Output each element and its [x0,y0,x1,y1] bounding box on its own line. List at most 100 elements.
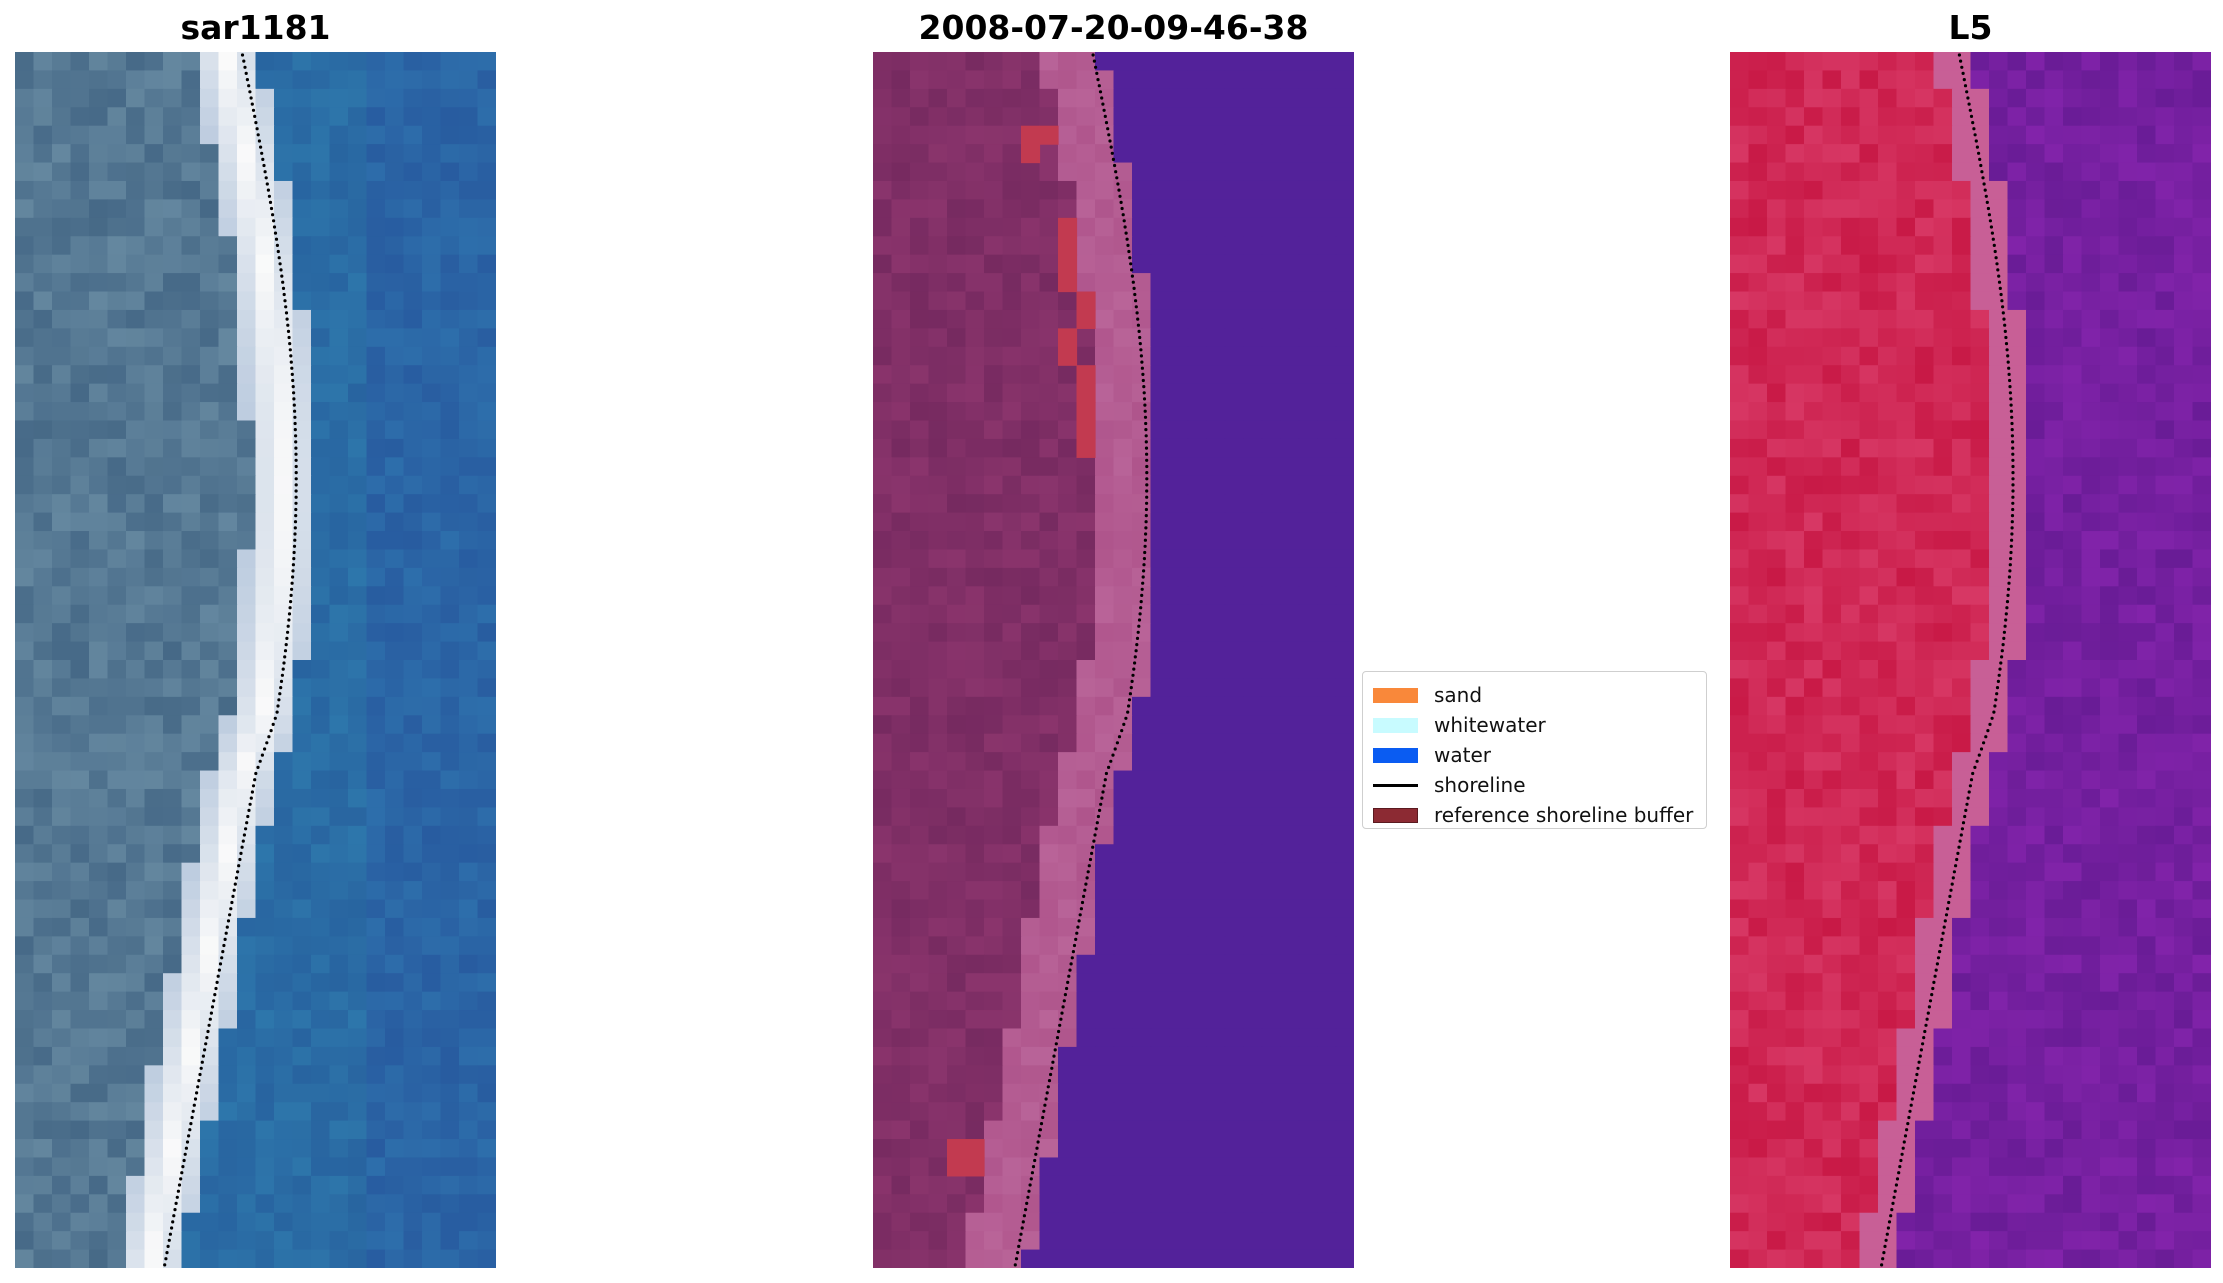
classification-pixel [1280,125,1300,145]
classification-pixel [873,125,893,145]
rgb-pixel [329,383,349,403]
classification-pixel [1021,696,1041,716]
classification-pixel [1039,512,1059,532]
index-pixel [1822,641,1842,661]
classification-pixel [1243,52,1263,72]
classification-pixel [873,475,893,495]
rgb-pixel [459,623,479,643]
index-pixel [1952,180,1972,200]
shoreline-point [1138,612,1142,616]
classification-pixel [891,604,911,624]
index-pixel [1822,457,1842,477]
rgb-pixel [255,752,275,772]
index-pixel [2063,623,2083,643]
classification-pixel [1224,696,1244,716]
classification-pixel [1113,1212,1133,1232]
index-pixel [1748,604,1768,624]
classification-pixel [1261,844,1281,864]
index-pixel [2081,549,2101,569]
classification-pixel [1261,1065,1281,1085]
shoreline-point [1142,391,1146,395]
classification-pixel [1058,641,1078,661]
shoreline-point [172,1214,176,1218]
classification-pixel [1002,715,1022,735]
classification-pixel [1280,1157,1300,1177]
classification-pixel [1280,936,1300,956]
classification-pixel [1317,1212,1337,1232]
rgb-pixel [422,623,442,643]
index-pixel [1896,641,1916,661]
rgb-pixel [255,1194,275,1214]
rgb-pixel [144,107,164,127]
classification-pixel [1280,273,1300,293]
rgb-pixel [403,457,423,477]
index-pixel [1804,162,1824,182]
classification-pixel [1280,217,1300,237]
index-pixel [1989,88,2009,108]
classification-pixel [928,475,948,495]
rgb-pixel [52,1157,72,1177]
classification-pixel [1113,107,1133,127]
index-pixel [2174,641,2194,661]
rgb-pixel [440,383,460,403]
rgb-pixel [311,365,331,385]
rgb-pixel [89,715,109,735]
classification-pixel [1002,991,1022,1011]
rgb-pixel [292,936,312,956]
rgb-pixel [126,715,146,735]
rgb-pixel [33,291,53,311]
classification-pixel [1335,88,1354,108]
rgb-pixel [52,567,72,587]
rgb-pixel [89,1083,109,1103]
classification-pixel [984,217,1004,237]
rgb-pixel [477,438,496,458]
index-pixel [1804,291,1824,311]
classification-pixel [891,660,911,680]
rgb-pixel [477,273,496,293]
index-pixel [1933,273,1953,293]
classification-pixel [1002,1065,1022,1085]
shoreline-point [1104,771,1108,776]
classification-pixel [928,531,948,551]
classification-pixel [1113,936,1133,956]
classification-pixel [984,917,1004,937]
index-pixel [2174,383,2194,403]
shoreline-point [294,464,298,469]
shoreline-point [1075,931,1079,935]
index-pixel [2044,623,2064,643]
rgb-pixel [89,1175,109,1195]
rgb-pixel [459,217,479,237]
classification-pixel [1002,420,1022,440]
classification-pixel [1095,899,1115,919]
shoreline-point [1020,1226,1024,1230]
classification-pixel [1224,660,1244,680]
index-pixel [1933,733,1953,753]
rgb-pixel [274,1139,294,1159]
rgb-pixel [311,660,331,680]
rgb-pixel [89,899,109,919]
index-pixel [2063,217,2083,237]
index-pixel [1730,107,1750,127]
shoreline-point [205,1036,209,1040]
classification-pixel [1224,641,1244,661]
classification-pixel [928,1212,948,1232]
classification-pixel [1206,273,1226,293]
rgb-pixel [329,1212,349,1232]
rgb-pixel [163,70,183,90]
shoreline-point [279,268,283,272]
classification-pixel [1169,512,1189,532]
index-pixel [1804,180,1824,200]
index-pixel [1952,660,1972,680]
rgb-pixel [329,70,349,90]
rgb-pixel [348,217,368,237]
classification-pixel [1206,402,1226,422]
shoreline-point [1145,501,1149,505]
rgb-pixel [422,88,442,108]
index-pixel [1859,752,1879,772]
rgb-pixel [329,862,349,882]
index-pixel [2063,254,2083,274]
rgb-pixel [70,1157,90,1177]
classification-pixel [1058,402,1078,422]
classification-pixel [1206,457,1226,477]
rgb-pixel [459,420,479,440]
